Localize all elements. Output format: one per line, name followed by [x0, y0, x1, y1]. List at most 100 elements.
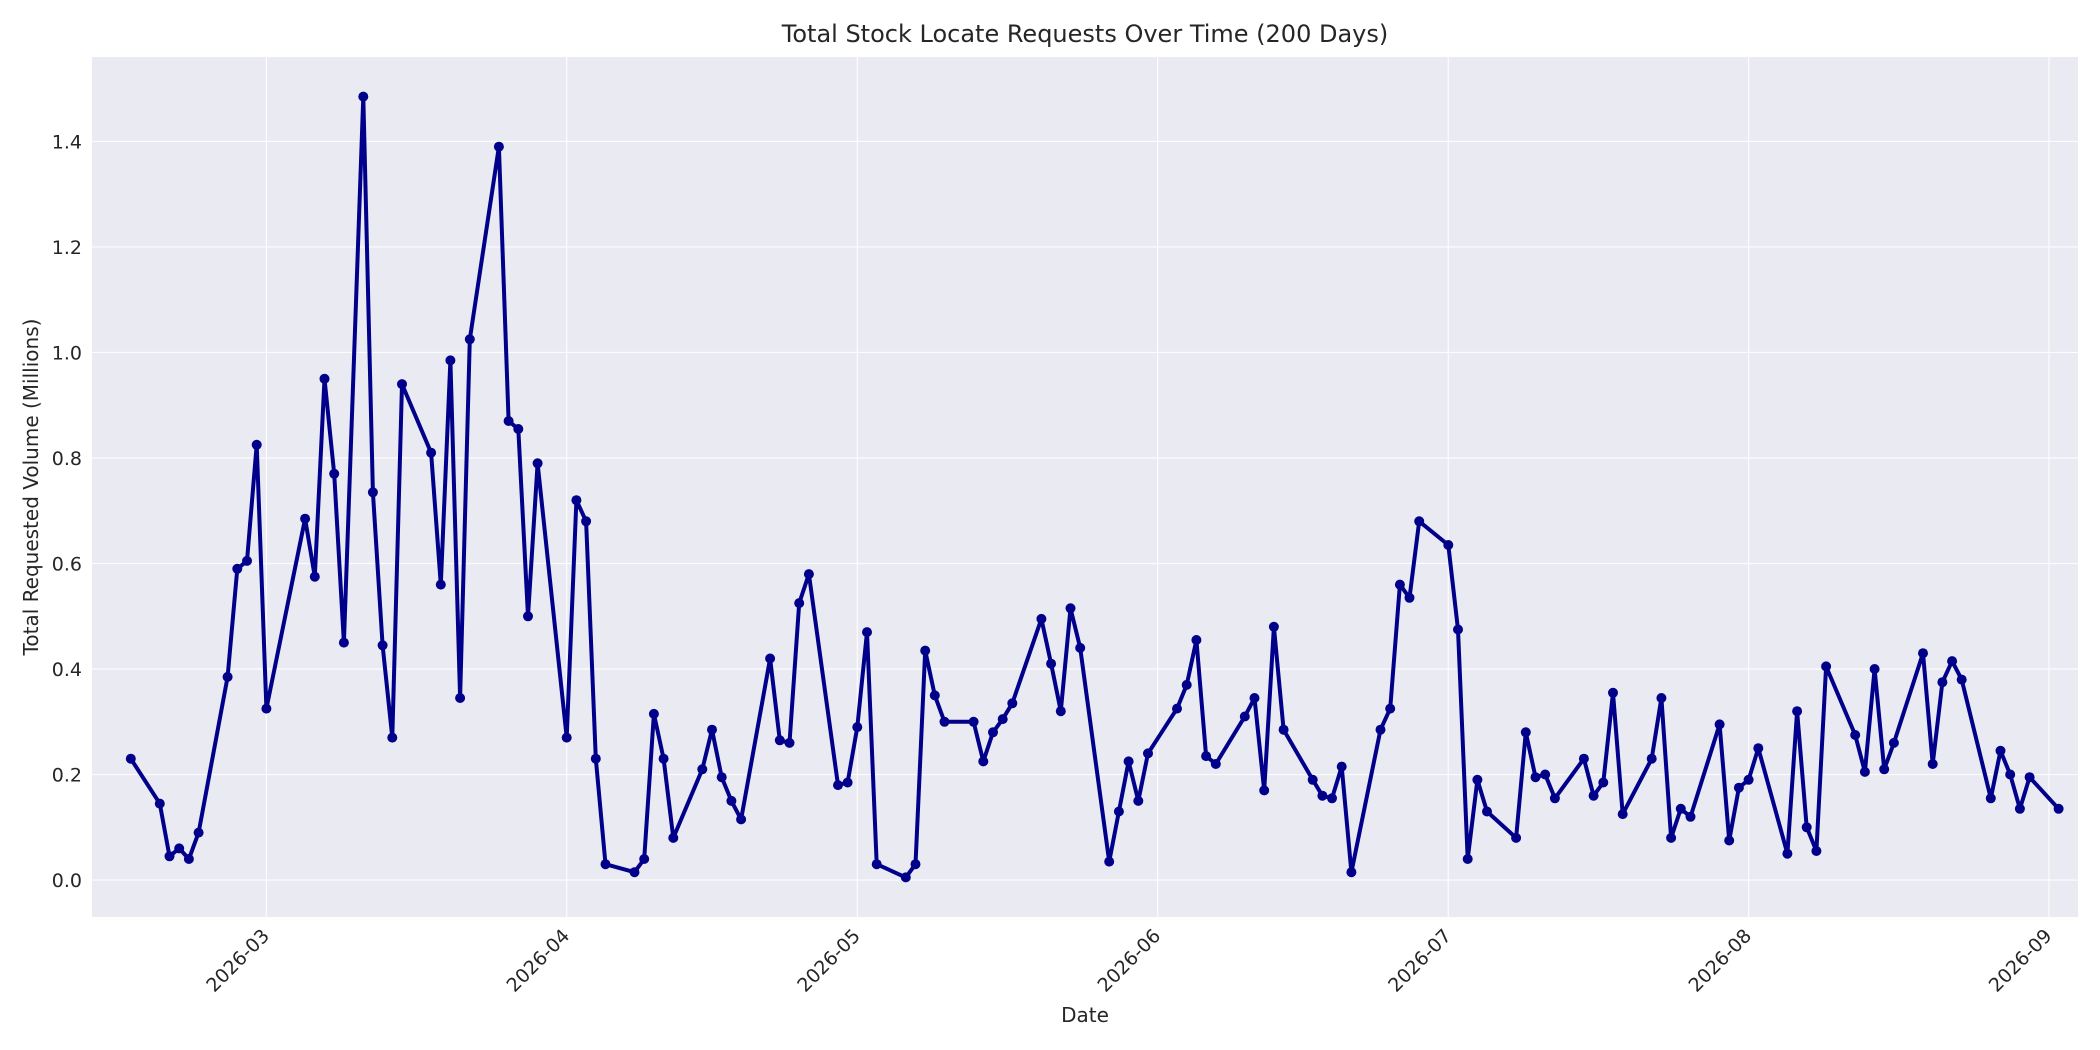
data-point: [1346, 867, 1357, 878]
data-point: [1617, 809, 1628, 820]
data-point: [842, 777, 853, 788]
y-axis-label: Total Requested Volume (Millions): [19, 319, 43, 657]
data-point: [1666, 832, 1677, 843]
data-point: [329, 468, 340, 479]
data-point: [1191, 635, 1202, 645]
data-point: [1549, 793, 1560, 804]
data-point: [1995, 745, 2006, 756]
x-tick-label: 2026-07: [1384, 925, 1456, 997]
data-point: [1065, 603, 1076, 614]
y-axis: 0.0 0.2 0.4 0.6 0.8 1.0 1.2 1.4: [52, 131, 82, 892]
data-point: [920, 645, 931, 656]
data-point: [1927, 759, 1938, 769]
data-point: [900, 872, 911, 883]
data-point: [716, 772, 727, 783]
data-point: [1724, 835, 1735, 846]
data-point: [707, 724, 717, 735]
data-point: [1598, 777, 1609, 788]
data-point: [784, 737, 795, 748]
data-point: [1947, 656, 1958, 667]
data-point: [174, 843, 185, 854]
y-tick-label: 0.6: [52, 554, 82, 576]
data-point: [397, 379, 407, 390]
data-point: [1714, 719, 1725, 730]
data-point: [1249, 693, 1260, 703]
data-point: [338, 637, 349, 648]
data-point: [852, 722, 863, 733]
series-line: [128, 94, 2061, 880]
data-point: [803, 569, 814, 580]
data-point: [1753, 743, 1764, 754]
data-point: [1462, 854, 1473, 864]
data-point: [1608, 687, 1618, 698]
data-point: [2053, 803, 2064, 814]
data-point: [1530, 772, 1541, 783]
series-points: [125, 91, 2064, 883]
data-point: [736, 814, 747, 825]
y-tick-label: 1.4: [52, 131, 82, 153]
data-point: [1123, 756, 1134, 767]
data-point: [1210, 759, 1221, 769]
data-point: [658, 753, 669, 764]
data-point: [309, 571, 320, 582]
data-point: [988, 727, 998, 738]
data-point: [774, 735, 785, 746]
data-point: [833, 780, 843, 791]
data-point: [222, 671, 233, 682]
data-point: [319, 373, 330, 384]
data-point: [978, 756, 989, 767]
data-point: [513, 424, 524, 434]
data-point: [435, 579, 446, 590]
data-point: [1143, 748, 1153, 759]
y-tick-label: 1.2: [52, 237, 82, 259]
data-point: [1443, 540, 1454, 550]
data-point: [1055, 706, 1066, 717]
data-point: [261, 703, 272, 714]
data-point: [590, 753, 601, 764]
data-point: [1414, 516, 1425, 527]
data-point: [862, 627, 872, 638]
data-point: [1317, 790, 1328, 801]
x-tick-label: 2026-06: [1094, 925, 1166, 997]
data-point: [1181, 679, 1192, 690]
data-point: [1685, 811, 1696, 822]
data-point: [1278, 724, 1289, 735]
data-point: [2024, 772, 2035, 783]
data-point: [1133, 795, 1144, 806]
data-point: [445, 355, 456, 366]
data-point: [1811, 846, 1822, 856]
data-point: [242, 555, 252, 566]
data-point: [1733, 782, 1744, 793]
data-point: [377, 640, 388, 651]
data-point: [1879, 764, 1890, 775]
data-point: [1850, 730, 1861, 740]
data-point: [1937, 677, 1948, 688]
x-tick-label: 2026-08: [1684, 925, 1756, 997]
y-tick-label: 0.0: [52, 870, 82, 892]
data-point: [648, 708, 659, 719]
data-point: [1511, 832, 1522, 843]
data-point: [929, 690, 940, 701]
data-point: [1646, 753, 1657, 764]
data-point: [125, 753, 136, 764]
chart-title: Total Stock Locate Requests Over Time (2…: [781, 20, 1388, 48]
data-point: [232, 563, 243, 574]
data-point: [1385, 703, 1396, 714]
data-point: [794, 598, 805, 609]
data-point: [1268, 621, 1279, 632]
x-axis: 2026-03 2026-04 2026-05 2026-06 2026-07 2026-…: [202, 925, 2056, 997]
data-point: [639, 854, 650, 864]
data-point: [939, 716, 950, 727]
data-point: [1656, 693, 1667, 703]
data-point: [1336, 761, 1347, 772]
data-point: [1375, 724, 1386, 735]
data-point: [1743, 774, 1754, 785]
data-point: [387, 732, 398, 743]
data-point: [571, 495, 582, 506]
data-point: [532, 458, 543, 469]
data-point: [503, 416, 514, 426]
data-point: [1956, 674, 1967, 685]
data-point: [629, 867, 640, 878]
data-point: [1327, 793, 1337, 804]
